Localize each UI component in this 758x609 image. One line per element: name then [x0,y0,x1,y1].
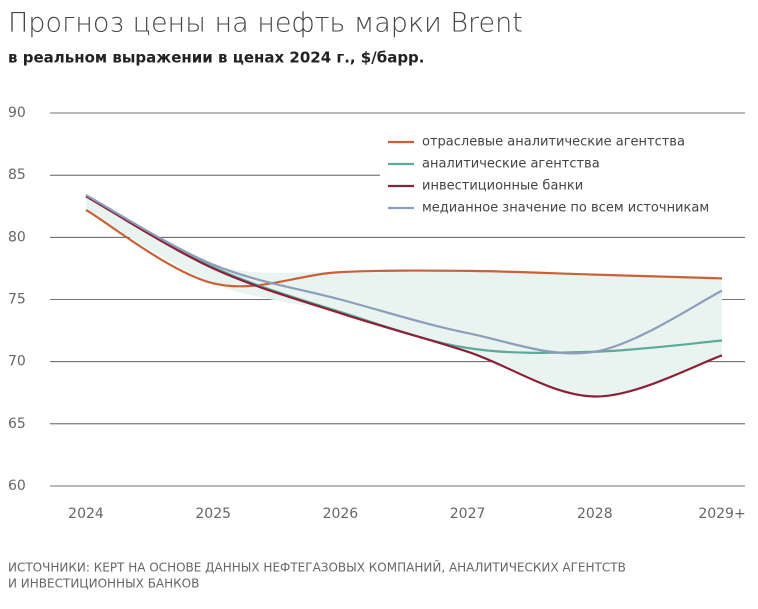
range-band [86,195,722,397]
series-line [85,195,723,398]
x-tick-label: 2025 [195,506,231,522]
legend-label: медианное значение по всем источникам [422,201,709,216]
legend-label: аналитические агентства [422,157,600,172]
y-tick-label: 70 [8,354,26,370]
y-tick-label: 90 [8,105,26,121]
y-tick-label: 60 [8,478,26,494]
x-tick-label: 2026 [323,506,359,522]
y-tick-label: 65 [8,416,26,432]
legend-box [380,128,745,218]
y-tick-label: 85 [8,167,26,183]
x-tick-label: 2028 [577,506,613,522]
x-tick-label: 2024 [68,506,104,522]
chart-subtitle: в реальном выражении в ценах 2024 г., $/… [8,49,425,67]
x-tick-label: 2029+ [698,506,745,522]
series-line [85,209,723,288]
series-line [85,194,723,355]
chart-title: Прогноз цены на нефть марки Brent [8,8,523,39]
legend-label: отраслевые аналитические агентства [422,135,685,150]
source-note: И ИНВЕСТИЦИОННЫХ БАНКОВ [8,577,199,591]
y-tick-label: 80 [8,229,26,245]
y-tick-label: 75 [8,292,26,308]
x-tick-label: 2027 [450,506,486,522]
legend-label: инвестиционные банки [422,179,583,194]
source-note: ИСТОЧНИКИ: КЕРТ НА ОСНОВЕ ДАННЫХ НЕФТЕГА… [8,560,626,575]
